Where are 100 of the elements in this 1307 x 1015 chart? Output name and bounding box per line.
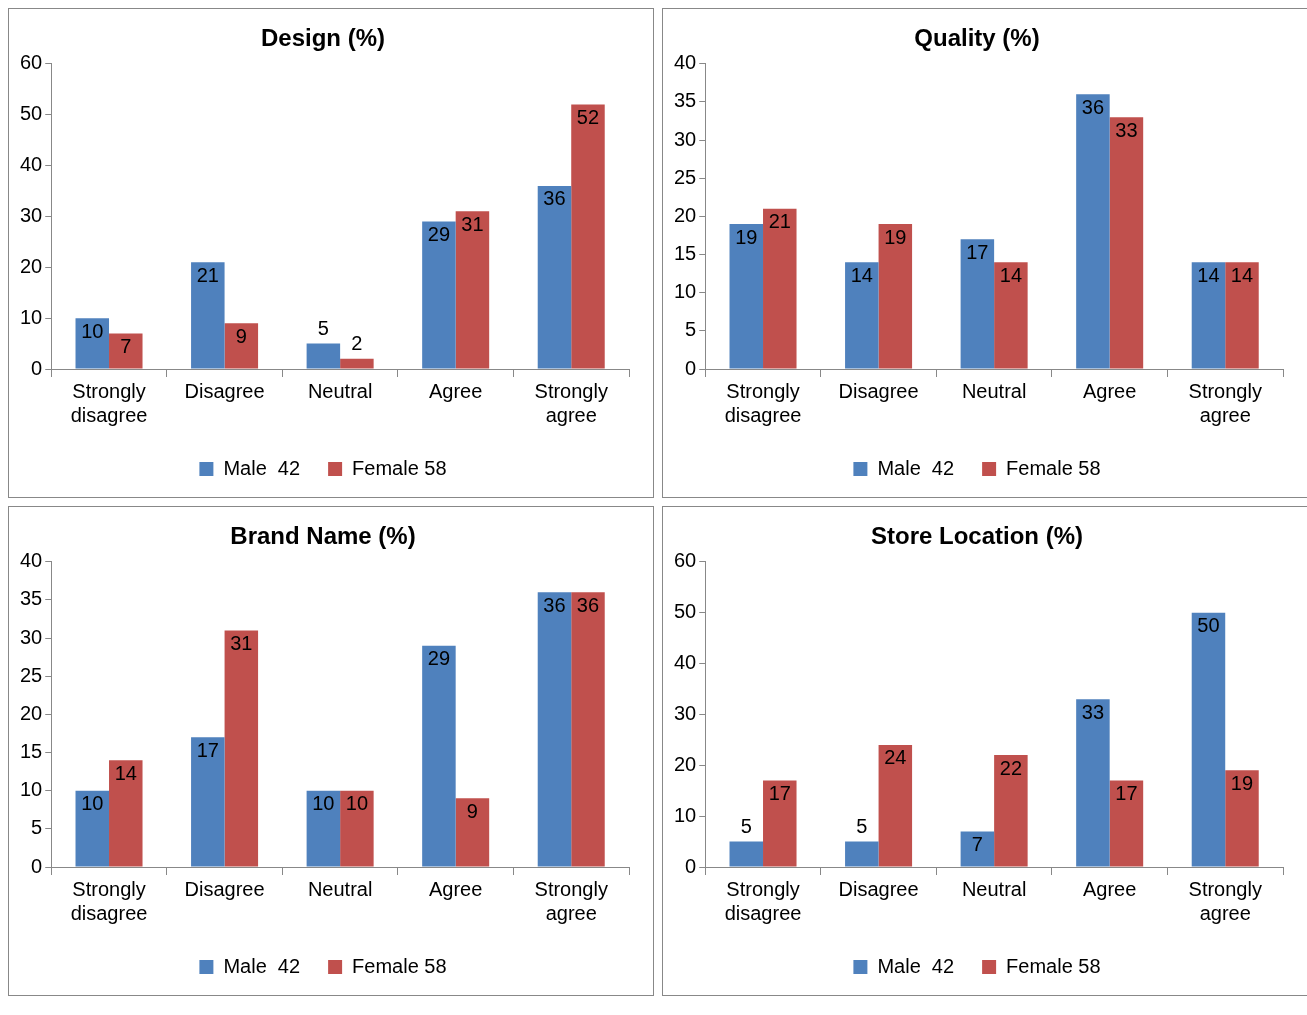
x-tick-label: Strongly agree (1188, 379, 1262, 426)
y-tick-label: 30 (20, 625, 43, 648)
x-tick-label: Agree (428, 877, 483, 900)
y-tick-label: 40 (20, 549, 43, 572)
bar (571, 104, 605, 369)
x-tick-label: Agree (1082, 877, 1137, 900)
bar (878, 224, 913, 369)
bar (455, 798, 490, 867)
y-tick-label: 35 (20, 587, 43, 610)
x-tick-label: Neutral (307, 379, 373, 402)
legend-label: Male 42 (877, 954, 955, 977)
y-tick-label: 20 (20, 701, 43, 724)
data-label: 50 (1197, 614, 1220, 637)
chart-title: Design (%) (260, 24, 386, 52)
data-label: 2 (351, 332, 363, 355)
y-tick-label: 0 (31, 854, 43, 877)
data-label: 17 (196, 738, 219, 761)
bar (960, 239, 995, 369)
data-label: 17 (966, 240, 989, 263)
data-label: 7 (971, 832, 983, 855)
legend-label: Female 58 (352, 456, 447, 479)
data-label: 21 (196, 263, 219, 286)
bar (75, 790, 110, 867)
data-label: 36 (1081, 95, 1105, 118)
bar (109, 333, 143, 369)
data-label: 10 (81, 319, 104, 342)
data-label: 29 (427, 223, 451, 245)
y-tick-label: 40 (20, 153, 43, 176)
data-label: 14 (114, 761, 137, 784)
y-tick-label: 50 (20, 102, 43, 125)
data-label: 17 (768, 782, 791, 805)
data-label: 10 (345, 792, 368, 815)
bar (960, 831, 995, 867)
data-label: 10 (81, 792, 104, 815)
bar (1076, 699, 1110, 867)
bar (537, 592, 572, 867)
bar (845, 841, 879, 867)
bar (306, 790, 341, 867)
data-label: 19 (735, 225, 758, 248)
legend-label: Male 42 (877, 456, 955, 479)
x-tick-label: Agree (1082, 379, 1137, 402)
bar (455, 211, 490, 369)
legend-label: Female 58 (1006, 456, 1101, 479)
bar (340, 790, 374, 867)
data-label: 33 (1081, 700, 1105, 723)
data-label: 36 (576, 593, 600, 616)
bar (763, 208, 797, 369)
x-tick-label: Agree (428, 379, 483, 402)
data-label: 5 (856, 815, 868, 838)
bar (422, 221, 456, 369)
chart-title: Brand Name (%) (230, 522, 416, 550)
data-label: 24 (884, 746, 907, 769)
bar (1109, 117, 1144, 369)
x-tick-label: Disagree (184, 877, 265, 900)
legend-label: Male 42 (223, 954, 301, 977)
bar (224, 323, 259, 369)
x-tick-label: Strongly agree (1188, 877, 1262, 924)
data-label: 29 (427, 647, 451, 670)
y-tick-label: 30 (674, 127, 697, 150)
bar (1225, 770, 1259, 867)
bar (191, 262, 225, 369)
y-tick-label: 50 (674, 600, 697, 623)
bar (1225, 262, 1259, 369)
data-label: 21 (768, 210, 791, 233)
bar (306, 343, 341, 369)
bar (109, 760, 143, 867)
bar (729, 841, 764, 867)
x-tick-label: Strongly disagree (70, 877, 148, 924)
bar (994, 755, 1028, 867)
y-tick-label: 30 (20, 203, 43, 226)
y-tick-label: 60 (20, 51, 43, 74)
bar (994, 262, 1028, 369)
data-label: 14 (1197, 263, 1220, 286)
bar (422, 645, 456, 867)
y-tick-label: 30 (674, 701, 697, 724)
data-label: 36 (543, 593, 566, 616)
chart-title: Quality (%) (914, 24, 1040, 52)
x-tick-label: Disagree (184, 379, 265, 402)
bar (1191, 262, 1226, 369)
data-label: 31 (230, 631, 253, 654)
data-label: 52 (576, 106, 600, 129)
y-tick-label: 20 (20, 254, 43, 277)
y-tick-label: 0 (685, 854, 697, 877)
data-label: 14 (850, 263, 873, 286)
x-tick-label: Strongly agree (534, 877, 608, 924)
bar (340, 358, 374, 369)
x-tick-label: Disagree (838, 379, 919, 402)
y-tick-label: 10 (20, 305, 43, 328)
y-tick-label: 40 (674, 51, 697, 74)
x-tick-label: Neutral (307, 877, 373, 900)
x-tick-label: Disagree (838, 877, 919, 900)
y-tick-label: 20 (674, 203, 697, 226)
y-tick-label: 0 (685, 356, 697, 379)
x-tick-label: Strongly disagree (724, 877, 802, 924)
bar (729, 224, 764, 369)
data-label: 36 (543, 187, 566, 210)
y-tick-label: 40 (674, 651, 697, 674)
y-tick-label: 15 (674, 242, 697, 265)
data-label: 5 (317, 317, 329, 340)
data-label: 14 (999, 263, 1022, 286)
